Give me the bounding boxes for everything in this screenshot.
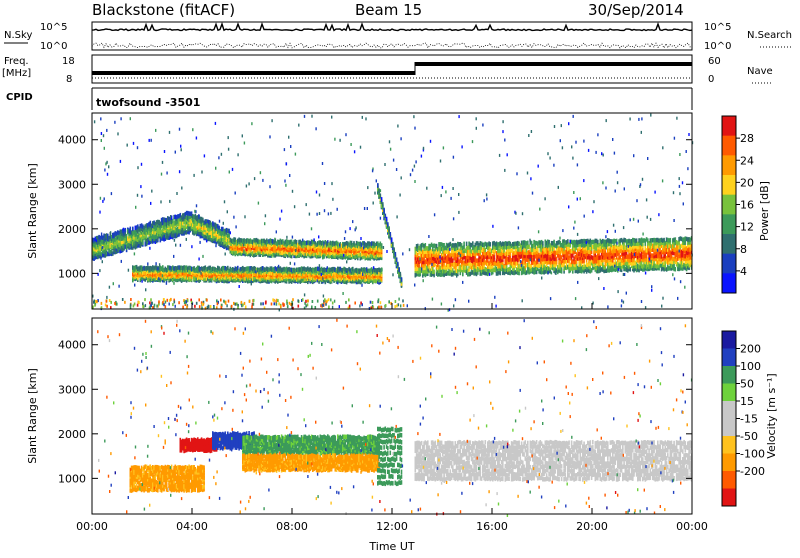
power-cell — [391, 237, 393, 242]
date-title: 30/Sep/2014 — [588, 1, 684, 19]
power-cell — [390, 232, 392, 237]
noise-panel: N.Sky 10^5 10^0 N.Search 10^5 10^0 — [4, 22, 792, 52]
freq-tick-top: 18 — [62, 56, 75, 67]
power-cell — [490, 242, 492, 247]
power-cell — [400, 272, 402, 277]
power-cell — [395, 252, 397, 257]
power-cell — [396, 257, 398, 262]
nave-label: Nave — [747, 66, 773, 77]
noise-right-tick-top: 10^5 — [704, 22, 731, 33]
noise-left-label: N.Sky — [4, 30, 32, 41]
power-cell — [397, 262, 399, 267]
nave-tick-bottom: 0 — [708, 74, 714, 85]
station-title: Blackstone (fitACF) — [92, 1, 235, 19]
noise-search-trace — [92, 43, 692, 48]
cpid-label: CPID — [6, 92, 33, 103]
beam-title: Beam 15 — [355, 1, 422, 19]
power-cell — [377, 183, 379, 188]
power-cell — [381, 243, 383, 248]
freq-trace-high — [415, 62, 692, 66]
freq-label-line2: [MHz] — [2, 68, 31, 79]
freq-panel-frame — [92, 55, 692, 83]
noise-left-tick-bottom: 10^0 — [40, 41, 67, 52]
freq-label-line1: Freq. — [4, 56, 29, 67]
power-cell — [392, 242, 394, 247]
noise-panel-frame — [92, 22, 692, 50]
power-cells — [92, 114, 693, 312]
noise-right-label: N.Search — [747, 30, 792, 41]
noise-right-tick-bottom: 10^0 — [704, 41, 731, 52]
power-cell — [542, 241, 544, 246]
power-cell — [378, 188, 380, 193]
freq-tick-bottom: 8 — [66, 74, 72, 85]
power-cell — [393, 247, 395, 252]
power-cell — [125, 228, 127, 233]
cpid-value: twofsound -3501 — [96, 96, 200, 109]
power-cell — [398, 267, 400, 272]
power-cell — [387, 222, 389, 227]
freq-trace-low — [92, 71, 415, 75]
power-cell — [381, 197, 383, 202]
power-cell — [527, 241, 529, 246]
cpid-panel: CPID twofsound -3501 — [6, 88, 692, 110]
nave-tick-top: 60 — [708, 56, 721, 67]
power-cell — [466, 242, 468, 247]
power-cell — [463, 242, 465, 247]
noise-left-tick-top: 10^5 — [40, 22, 67, 33]
power-cell — [401, 277, 403, 282]
power-cell — [433, 270, 435, 275]
power-cell — [386, 217, 388, 222]
power-cell — [383, 208, 385, 213]
noise-sky-trace — [92, 24, 692, 31]
freq-panel: Freq. [MHz] 18 8 Nave 60 0 — [2, 55, 773, 85]
power-cell — [382, 202, 384, 207]
